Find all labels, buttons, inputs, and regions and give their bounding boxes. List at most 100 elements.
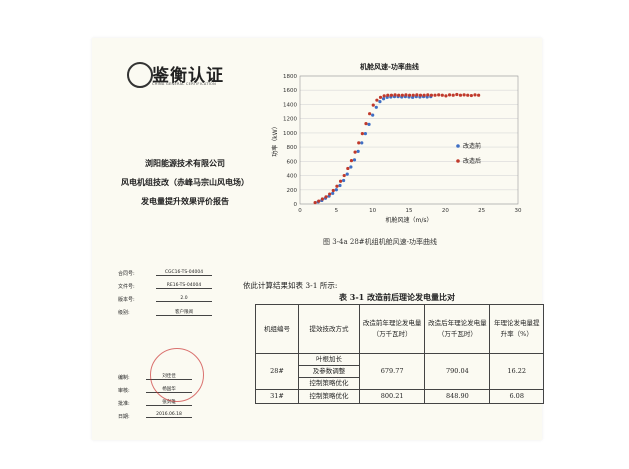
meta-value-version: 2.0 [156,296,212,302]
data-point [447,93,452,97]
figure-caption: 图 3-4a 28#机组机舱风速-功率曲线 [323,238,438,246]
data-point [328,192,332,196]
legend-marker [456,159,460,163]
meta-value-level: 客户限阅 [156,309,212,316]
table-header-row: 机组编号 提效技改方式 改造前年理论发电量（万千瓦时） 改造后年理论发电量（万千… [255,304,544,354]
y-tick-label: 400 [287,174,298,180]
data-point [477,93,481,97]
data-point [378,95,383,99]
data-point [429,93,433,97]
legend-label: 改造后 [463,157,481,165]
data-point [473,93,477,97]
data-point [386,93,390,97]
sig-label-date: 日期: [118,414,130,420]
data-point [346,166,350,171]
data-point [437,93,441,97]
data-point [331,191,335,195]
sig-value-date: 2016.06.18 [146,412,192,418]
data-point [418,93,423,97]
cell-after: 848.90 [424,389,491,404]
data-point [353,150,357,154]
data-point [381,97,386,101]
data-point [313,200,317,205]
method-line: 叶根加长 [299,354,359,366]
comparison-table: 机组编号 提效技改方式 改造前年理论发电量（万千瓦时） 改造后年理论发电量（万千… [255,304,544,404]
x-tick-label: 0 [298,208,302,214]
data-point [356,149,360,153]
data-point [440,93,444,97]
data-point [371,103,375,107]
y-tick-label: 1800 [283,74,297,80]
sig-value-approve: 张剑雄 [146,399,192,406]
data-point [466,93,470,97]
data-point [469,93,473,98]
data-point [345,172,349,176]
data-point [378,100,382,104]
data-point [335,184,339,188]
power-curve-chart: 0 200 400 600 800 1000 1200 1400 1600 1800 0 5 10 15 2… [271,74,522,224]
header-method: 提效技改方式 [298,304,360,354]
report-project: 风电机组技改（赤峰马宗山风电场） [121,177,249,187]
meta-label-version: 版本号: [118,297,135,303]
legend-marker [456,144,460,148]
data-point [342,173,346,178]
data-point [371,113,375,117]
x-tick-label: 15 [406,208,413,214]
cell-after: 790.04 [424,353,491,390]
data-point [458,93,463,97]
data-point [374,105,378,109]
x-tick-label: 20 [442,208,449,214]
report-name: 发电量提升效果评价报告 [141,196,229,206]
data-point [444,94,448,98]
data-point [367,122,371,126]
cell-before: 800.21 [358,389,426,404]
header-rate: 年理论发电量提升率（%） [489,304,544,354]
cell-method: 控制策略优化 [298,389,360,404]
meta-value-doc: RE16-TS-04004 [156,283,212,289]
table-row: 28# 叶根加长 及参数调整 控制策略优化 679.77 790.04 16.2… [255,353,544,390]
company-seal-icon [150,348,204,402]
chart-title: 机舱风速-功率曲线 [360,62,419,71]
data-point [349,165,353,169]
header-unit: 机组编号 [255,304,299,354]
data-point [363,132,367,136]
data-point [320,197,324,201]
cell-rate: 6.08 [489,389,544,404]
data-point [368,112,372,116]
x-axis-label: 机舱风速（m/s） [386,216,433,224]
data-point [334,188,338,192]
logo-subtitle: CHINA GENERAL CERTIFICATION [152,82,216,86]
data-point [400,93,404,97]
cell-unit: 31# [255,389,299,404]
data-point [360,141,364,145]
data-point [338,179,343,183]
legend-label: 改造前 [463,142,481,150]
sig-label-approve: 批准: [118,401,130,407]
header-after: 改造后年理论发电量（万千瓦时） [424,304,491,354]
method-line: 控制策略优化 [309,379,349,387]
sig-label-author: 编制: [118,375,130,381]
y-tick-label: 1400 [283,102,297,108]
cell-rate: 16.22 [489,353,544,390]
y-tick-label: 1600 [283,88,297,94]
data-point [455,92,459,97]
cell-before: 679.77 [358,353,426,390]
data-point [338,183,342,188]
sig-label-review: 审核: [118,388,130,394]
method-line: 及参数调整 [299,366,359,378]
data-point [422,93,426,97]
table-row: 31# 控制策略优化 800.21 848.90 6.08 [255,389,544,404]
cell-unit: 28# [255,353,299,390]
cgc-logo-icon [127,62,153,88]
data-point [357,141,361,145]
data-point [433,93,437,97]
data-point [360,132,364,136]
data-point [324,195,328,199]
data-point [397,93,401,97]
data-point [352,158,357,162]
x-tick-label: 10 [369,208,376,214]
cell-method: 叶根加长 及参数调整 控制策略优化 [298,353,360,390]
y-tick-label: 800 [287,145,298,151]
y-tick-label: 1200 [283,117,297,123]
data-point [426,93,430,97]
